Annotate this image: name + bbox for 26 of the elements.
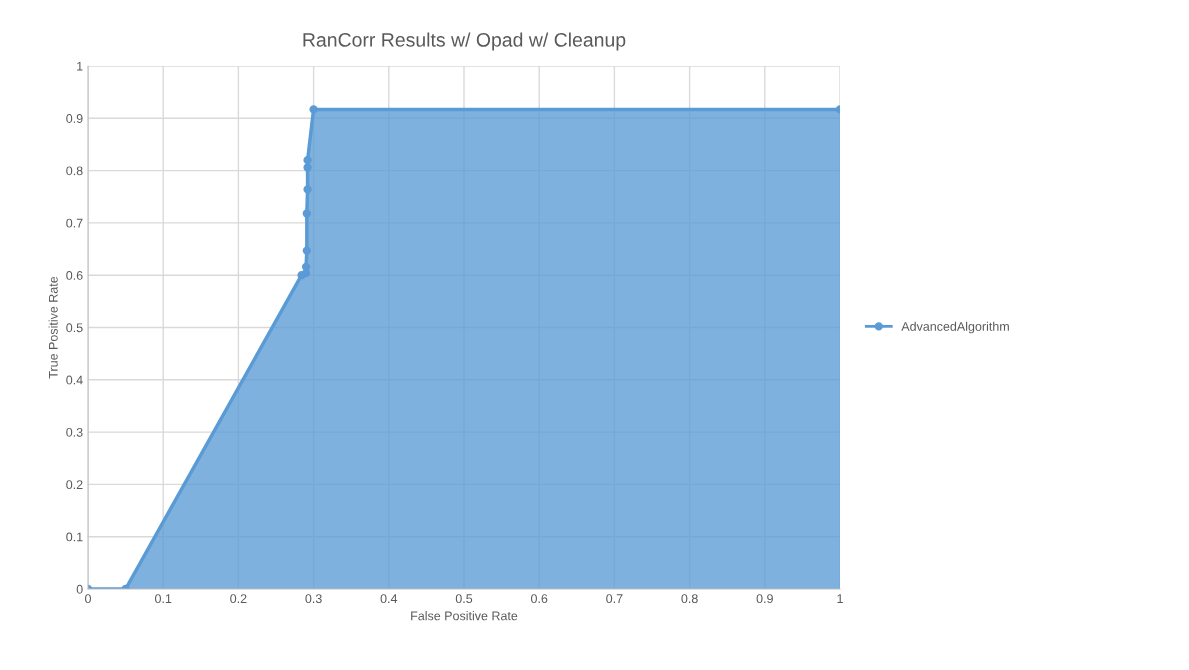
y-tick-label: 0.9 [66, 114, 83, 123]
y-tick-label: 0.2 [66, 480, 83, 490]
y-tick-label: 0.3 [66, 427, 83, 437]
y-tick-label: 0.5 [66, 323, 83, 333]
y-tick-label: 0.8 [66, 166, 83, 176]
y-tick-label: 0.7 [66, 218, 83, 228]
x-tick-label: 0.7 [606, 594, 623, 604]
y-axis-title: True Positive Rate [48, 276, 58, 379]
y-tick-label: 0.1 [66, 532, 83, 542]
x-tick-label: 0.4 [380, 594, 398, 604]
x-axis-title: False Positive Rate [411, 611, 518, 621]
x-tick-label: 0.1 [155, 594, 172, 604]
chart-title: RanCorr Results w/ Opad w/ Cleanup [303, 32, 626, 51]
x-tick-label: 0 [85, 594, 91, 604]
x-tick-label: 1 [837, 594, 843, 603]
y-tick-label: 1 [77, 61, 83, 71]
x-tick-label: 0.6 [531, 594, 548, 604]
x-tick-label: 0.3 [305, 594, 322, 604]
y-tick-label: 0.6 [66, 271, 83, 280]
x-tick-label: 0.5 [455, 594, 473, 604]
x-tick-label: 0.8 [681, 594, 698, 604]
y-tick-label: 0.4 [66, 375, 83, 385]
y-tick-label: 0 [76, 584, 83, 594]
legend-label: AdvancedAlgorithm [901, 321, 1009, 334]
x-tick-label: 0.9 [756, 594, 773, 604]
x-tick-label: 0.2 [230, 594, 247, 604]
